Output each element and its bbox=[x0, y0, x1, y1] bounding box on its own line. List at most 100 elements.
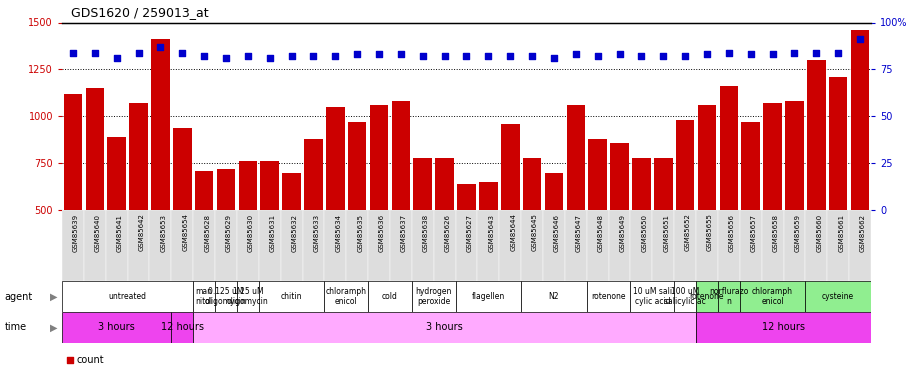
Text: hydrogen
peroxide: hydrogen peroxide bbox=[415, 287, 451, 306]
Point bbox=[852, 36, 866, 42]
Text: 1.25 uM
oligomycin: 1.25 uM oligomycin bbox=[227, 287, 269, 306]
Text: 10 uM sali
cylic acid: 10 uM sali cylic acid bbox=[632, 287, 671, 306]
FancyBboxPatch shape bbox=[739, 281, 804, 312]
Bar bbox=[588, 139, 607, 304]
Bar bbox=[217, 169, 235, 304]
Text: count: count bbox=[77, 355, 104, 365]
FancyBboxPatch shape bbox=[324, 281, 368, 312]
Point bbox=[394, 51, 408, 57]
Point bbox=[350, 51, 364, 57]
Point bbox=[655, 53, 670, 59]
Bar bbox=[347, 122, 366, 304]
Bar bbox=[369, 105, 388, 304]
Text: GSM85640: GSM85640 bbox=[95, 214, 101, 252]
Point bbox=[633, 53, 648, 59]
Point bbox=[764, 51, 779, 57]
Bar bbox=[544, 172, 563, 304]
FancyBboxPatch shape bbox=[281, 210, 302, 281]
FancyBboxPatch shape bbox=[193, 281, 215, 312]
Point bbox=[502, 53, 517, 59]
Point bbox=[677, 53, 691, 59]
Text: GSM85662: GSM85662 bbox=[859, 214, 865, 252]
Point bbox=[87, 50, 102, 55]
Text: GSM85636: GSM85636 bbox=[379, 214, 384, 252]
Text: GSM85656: GSM85656 bbox=[728, 214, 734, 252]
FancyBboxPatch shape bbox=[586, 281, 630, 312]
Text: chloramph
enicol: chloramph enicol bbox=[752, 287, 793, 306]
Bar bbox=[325, 107, 344, 304]
Text: GSM85643: GSM85643 bbox=[487, 214, 494, 252]
Text: agent: agent bbox=[5, 292, 33, 302]
Text: GSM85631: GSM85631 bbox=[270, 214, 275, 252]
FancyBboxPatch shape bbox=[520, 210, 542, 281]
FancyBboxPatch shape bbox=[630, 281, 673, 312]
Point bbox=[699, 51, 713, 57]
FancyBboxPatch shape bbox=[346, 210, 368, 281]
Text: GSM85658: GSM85658 bbox=[772, 214, 778, 252]
Point bbox=[197, 53, 211, 59]
Text: untreated: untreated bbox=[108, 292, 147, 301]
Bar bbox=[675, 120, 693, 304]
Bar bbox=[261, 161, 279, 304]
FancyBboxPatch shape bbox=[193, 210, 215, 281]
FancyBboxPatch shape bbox=[717, 210, 739, 281]
FancyBboxPatch shape bbox=[171, 210, 193, 281]
FancyBboxPatch shape bbox=[673, 210, 695, 281]
FancyBboxPatch shape bbox=[237, 281, 259, 312]
Bar bbox=[828, 77, 846, 304]
FancyBboxPatch shape bbox=[761, 210, 783, 281]
Text: ▶: ▶ bbox=[50, 322, 57, 332]
FancyBboxPatch shape bbox=[368, 210, 390, 281]
Text: GSM85649: GSM85649 bbox=[619, 214, 625, 252]
Point bbox=[808, 50, 823, 55]
Text: GSM85660: GSM85660 bbox=[815, 214, 822, 252]
FancyBboxPatch shape bbox=[695, 281, 717, 312]
Text: GDS1620 / 259013_at: GDS1620 / 259013_at bbox=[71, 6, 209, 19]
Bar bbox=[86, 88, 104, 304]
Text: GSM85641: GSM85641 bbox=[117, 214, 123, 252]
FancyBboxPatch shape bbox=[783, 210, 804, 281]
FancyBboxPatch shape bbox=[608, 210, 630, 281]
Text: GSM85628: GSM85628 bbox=[204, 214, 210, 252]
Text: ▶: ▶ bbox=[50, 292, 57, 302]
Text: cysteine: cysteine bbox=[821, 292, 854, 301]
Text: 12 hours: 12 hours bbox=[762, 322, 804, 332]
Bar bbox=[631, 158, 650, 304]
Text: flagellen: flagellen bbox=[471, 292, 505, 301]
Point bbox=[131, 50, 146, 55]
Point bbox=[328, 53, 343, 59]
Point bbox=[721, 50, 735, 55]
FancyBboxPatch shape bbox=[259, 210, 281, 281]
Point bbox=[532, 284, 547, 290]
FancyBboxPatch shape bbox=[62, 281, 193, 312]
Bar bbox=[653, 158, 671, 304]
Bar bbox=[566, 105, 585, 304]
Text: chloramph
enicol: chloramph enicol bbox=[325, 287, 366, 306]
FancyBboxPatch shape bbox=[476, 210, 498, 281]
Point bbox=[219, 55, 233, 61]
Bar bbox=[195, 171, 213, 304]
Text: GSM85652: GSM85652 bbox=[684, 214, 691, 251]
Text: GSM85639: GSM85639 bbox=[73, 214, 79, 252]
Text: GSM85654: GSM85654 bbox=[182, 214, 188, 251]
Text: cold: cold bbox=[382, 292, 397, 301]
Bar bbox=[173, 128, 191, 304]
FancyBboxPatch shape bbox=[149, 210, 171, 281]
Bar bbox=[719, 86, 737, 304]
FancyBboxPatch shape bbox=[695, 312, 870, 343]
Point bbox=[589, 53, 604, 59]
FancyBboxPatch shape bbox=[456, 281, 520, 312]
Text: GSM85644: GSM85644 bbox=[509, 214, 516, 251]
Point bbox=[306, 53, 321, 59]
Point bbox=[175, 50, 189, 55]
Bar bbox=[784, 101, 803, 304]
Bar bbox=[763, 103, 781, 304]
FancyBboxPatch shape bbox=[84, 210, 106, 281]
FancyBboxPatch shape bbox=[193, 312, 695, 343]
FancyBboxPatch shape bbox=[237, 210, 259, 281]
FancyBboxPatch shape bbox=[62, 312, 171, 343]
FancyBboxPatch shape bbox=[368, 281, 412, 312]
Text: GSM85632: GSM85632 bbox=[292, 214, 297, 252]
Point bbox=[524, 53, 538, 59]
Text: GSM85642: GSM85642 bbox=[138, 214, 144, 251]
